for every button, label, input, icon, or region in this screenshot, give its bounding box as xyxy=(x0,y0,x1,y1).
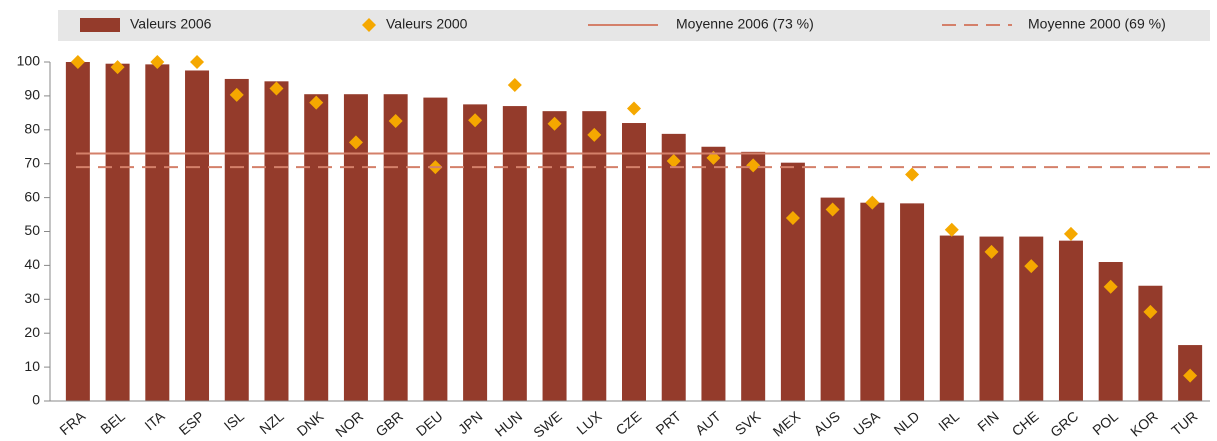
x-tick-label: GRC xyxy=(1047,408,1081,440)
x-tick-label: MEX xyxy=(770,407,804,439)
point xyxy=(1183,368,1198,383)
bar xyxy=(780,162,805,401)
point xyxy=(627,101,641,116)
bar xyxy=(701,146,726,401)
bar xyxy=(304,94,329,401)
x-tick-label: DNK xyxy=(294,407,327,439)
x-tick-label: USA xyxy=(850,407,883,438)
point xyxy=(309,95,324,110)
legend-label: Valeurs 2000 xyxy=(386,16,468,32)
point xyxy=(984,244,999,259)
bar xyxy=(860,202,885,401)
y-tick-label: 90 xyxy=(24,87,40,103)
x-tick-label: IRL xyxy=(935,408,962,434)
point xyxy=(1024,259,1039,274)
point xyxy=(905,167,920,182)
x-tick-label: ESP xyxy=(176,408,208,438)
x-tick-label: CHE xyxy=(1009,408,1042,439)
bar xyxy=(1138,285,1163,401)
x-tick-label: ITA xyxy=(141,407,168,433)
bar xyxy=(423,97,448,401)
point xyxy=(70,55,85,69)
bar xyxy=(979,236,1004,401)
x-tick-label: KOR xyxy=(1127,408,1161,440)
point xyxy=(785,210,800,225)
bar xyxy=(224,78,249,401)
bar xyxy=(65,62,90,401)
legend-label: Valeurs 2006 xyxy=(130,16,212,32)
x-tick-label: DEU xyxy=(413,408,446,439)
point xyxy=(746,158,761,173)
x-tick-label: POL xyxy=(1089,408,1121,438)
bar xyxy=(502,106,527,401)
point xyxy=(507,78,522,93)
point xyxy=(944,222,959,237)
x-tick-label: PRT xyxy=(652,408,684,438)
bar xyxy=(661,133,686,402)
x-tick-label: GBR xyxy=(372,408,406,440)
point xyxy=(1103,279,1118,294)
point xyxy=(229,87,244,102)
bar xyxy=(542,111,567,401)
y-tick-label: 70 xyxy=(24,154,40,170)
y-tick-label: 60 xyxy=(24,188,40,204)
point xyxy=(190,55,205,69)
x-tick-label: NLD xyxy=(891,408,923,438)
point xyxy=(110,60,125,75)
bar xyxy=(900,203,925,401)
point xyxy=(269,81,284,96)
bar xyxy=(383,94,408,401)
y-tick-label: 0 xyxy=(32,392,40,408)
y-tick-label: 30 xyxy=(24,290,40,306)
legend-label: Moyenne 2000 (69 %) xyxy=(1028,16,1166,32)
x-tick-label: FRA xyxy=(56,407,88,438)
bar xyxy=(264,81,289,401)
point xyxy=(348,135,363,150)
bar xyxy=(741,151,766,401)
bar xyxy=(582,111,607,401)
point xyxy=(666,153,681,168)
x-tick-label: NOR xyxy=(332,408,366,440)
bar xyxy=(105,63,130,401)
x-tick-label: JPN xyxy=(455,408,486,437)
x-tick-label: NZL xyxy=(256,408,287,437)
point xyxy=(1143,304,1158,319)
x-tick-label: AUS xyxy=(811,408,843,439)
x-tick-label: AUT xyxy=(692,408,724,439)
point xyxy=(388,113,403,128)
legend-swatch xyxy=(362,18,376,32)
y-tick-label: 40 xyxy=(24,256,40,272)
x-tick-label: LUX xyxy=(573,407,605,437)
bar xyxy=(185,70,210,401)
bar xyxy=(622,123,646,402)
bar xyxy=(463,104,488,401)
bar xyxy=(820,197,845,401)
x-tick-label: SVK xyxy=(732,407,764,438)
point xyxy=(547,116,562,131)
point xyxy=(825,202,840,217)
point xyxy=(587,127,602,142)
y-tick-label: 50 xyxy=(24,222,40,238)
y-tick-label: 10 xyxy=(24,358,40,374)
x-tick-label: SWE xyxy=(530,408,565,441)
point xyxy=(150,55,165,69)
bar xyxy=(939,235,964,401)
y-tick-label: 20 xyxy=(24,324,40,340)
legend-swatch xyxy=(80,18,120,32)
point xyxy=(1063,226,1078,241)
point xyxy=(468,113,483,128)
x-tick-label: CZE xyxy=(613,408,645,438)
x-tick-label: FIN xyxy=(974,408,1002,435)
point xyxy=(865,195,880,210)
x-tick-label: TUR xyxy=(1168,408,1200,439)
y-tick-label: 100 xyxy=(17,53,41,69)
x-tick-label: ISL xyxy=(221,408,248,434)
legend-label: Moyenne 2006 (73 %) xyxy=(676,16,814,32)
bar xyxy=(1058,240,1083,401)
y-tick-label: 80 xyxy=(24,121,40,137)
x-tick-label: BEL xyxy=(97,408,128,437)
bar xyxy=(145,64,170,402)
x-tick-label: HUN xyxy=(492,408,526,440)
